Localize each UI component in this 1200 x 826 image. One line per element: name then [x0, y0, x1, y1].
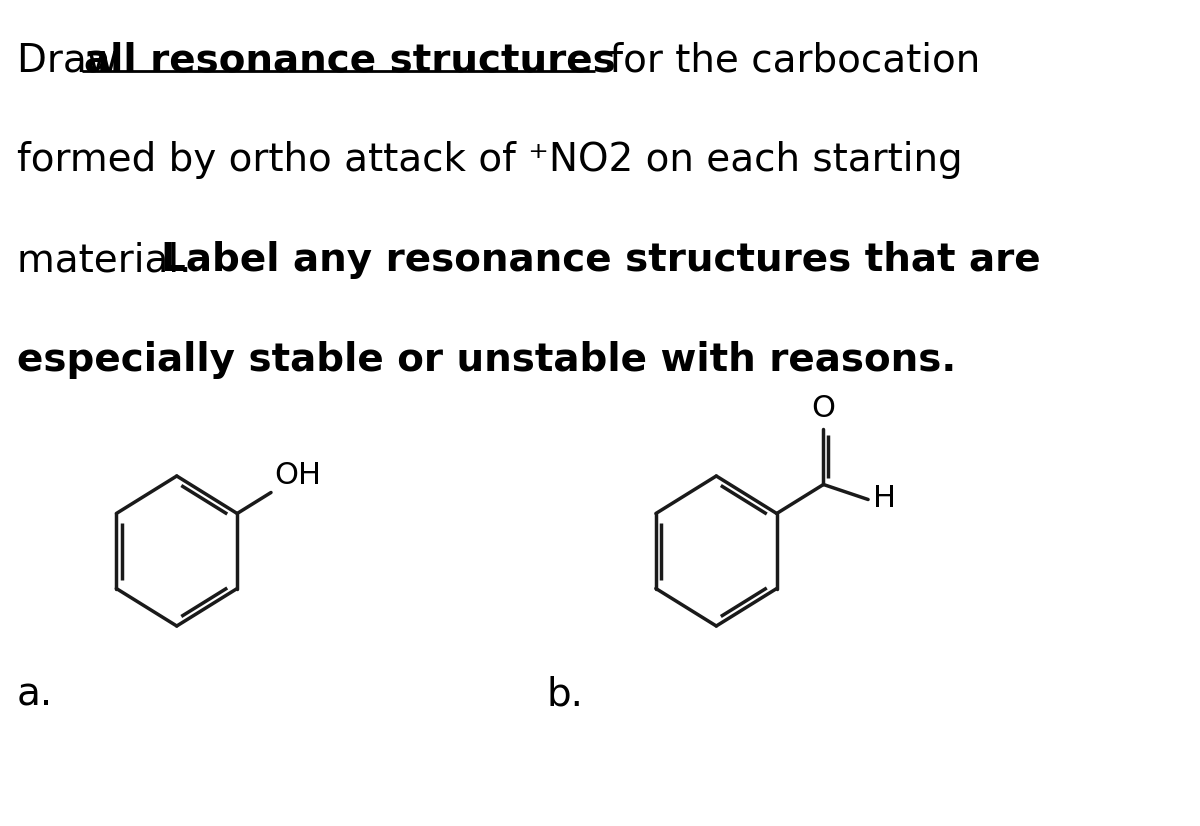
Text: O: O [811, 395, 835, 424]
Text: formed by ortho attack of ⁺NO2 on each starting: formed by ortho attack of ⁺NO2 on each s… [17, 141, 962, 179]
Text: a.: a. [17, 676, 53, 714]
Text: H: H [872, 484, 895, 513]
Text: for the carbocation: for the carbocation [598, 41, 980, 79]
Text: b.: b. [547, 676, 584, 714]
Text: material.: material. [17, 241, 204, 279]
Text: OH: OH [274, 462, 320, 491]
Text: especially stable or unstable with reasons.: especially stable or unstable with reaso… [17, 341, 956, 379]
Text: Label any resonance structures that are: Label any resonance structures that are [161, 241, 1040, 279]
Text: Draw: Draw [17, 41, 131, 79]
Text: all resonance structures: all resonance structures [84, 41, 616, 79]
